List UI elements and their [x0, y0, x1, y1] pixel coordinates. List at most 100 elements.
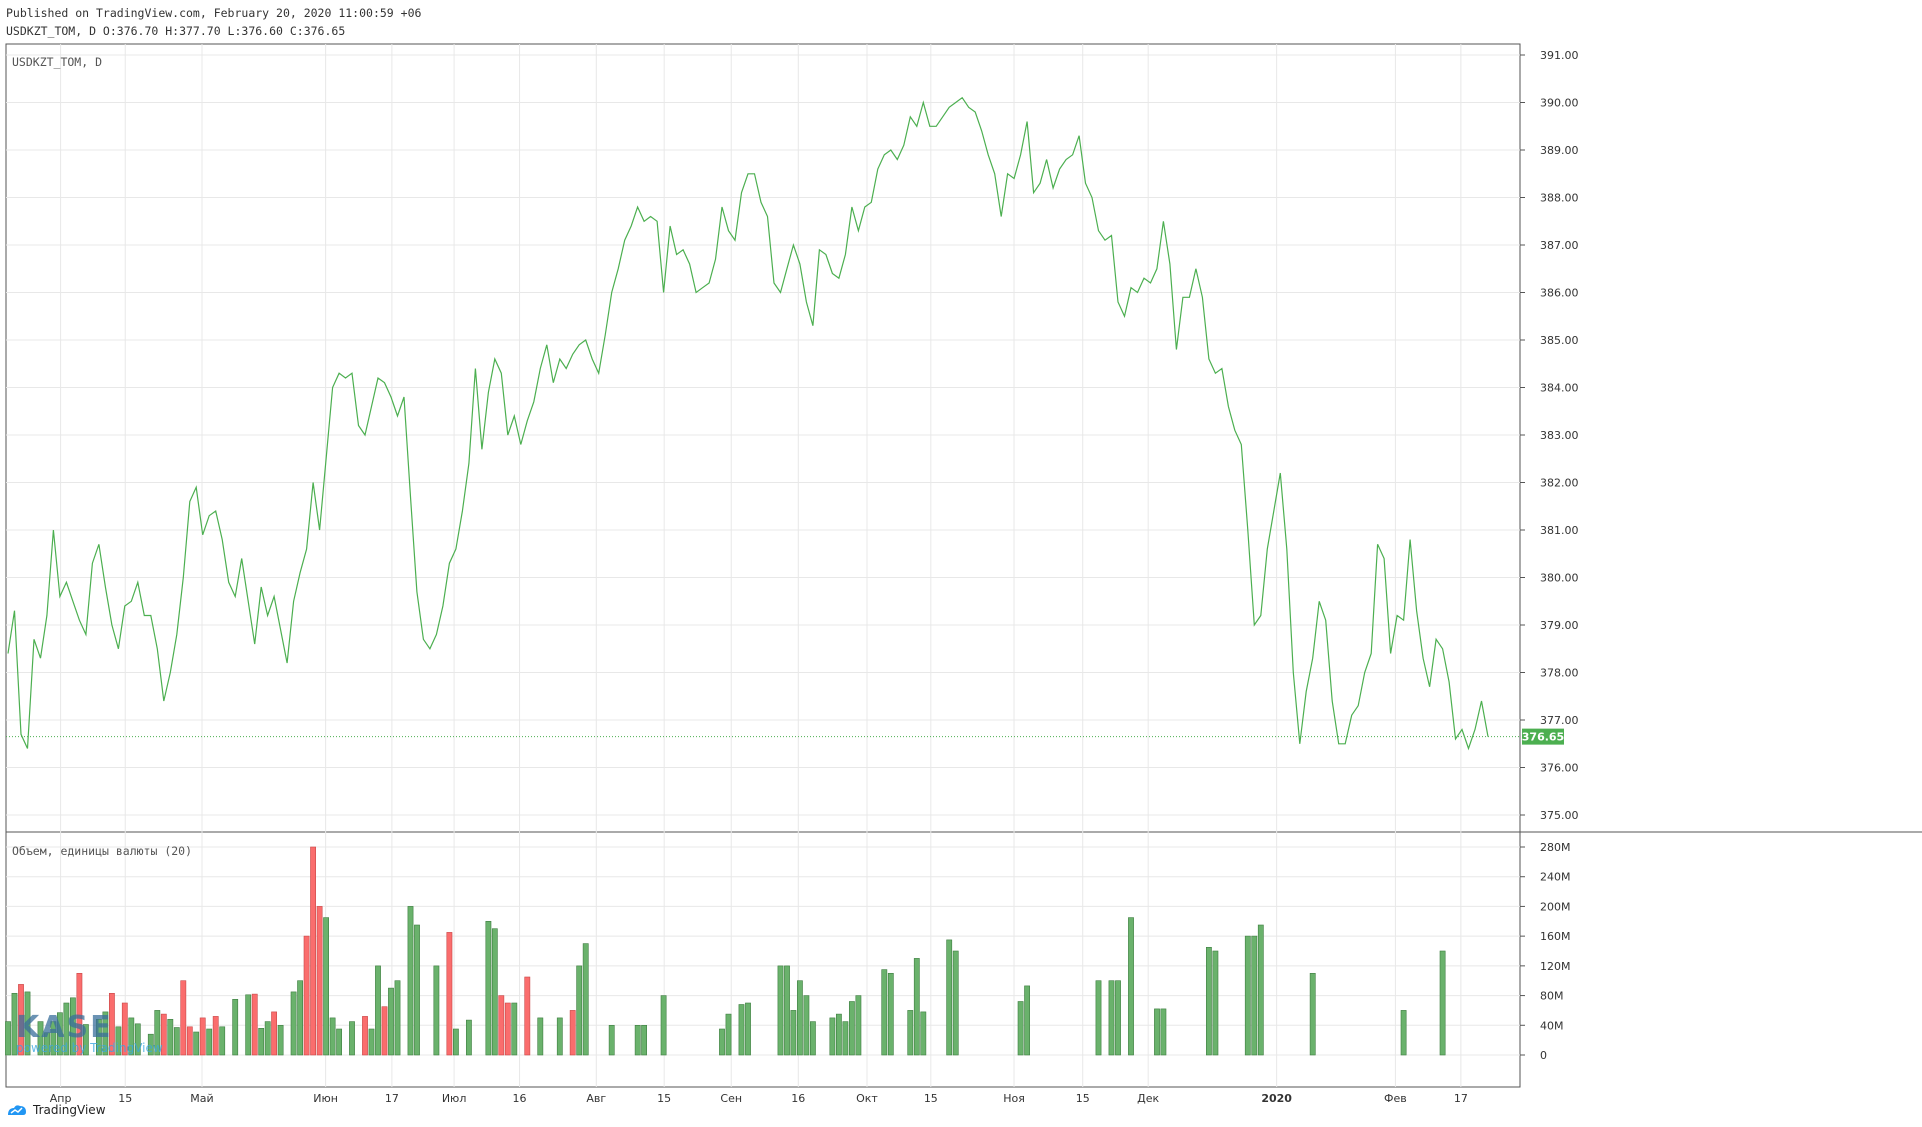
volume-bar-up [777, 965, 784, 1056]
volume-pane-label: Объем, единицы валюты (20) [12, 844, 193, 858]
volume-bar-up [641, 1025, 647, 1056]
volume-bar-up [388, 987, 394, 1056]
volume-bar-down [446, 932, 453, 1056]
volume-bar-down [180, 980, 187, 1056]
volume-bar-up [913, 958, 920, 1056]
volume-bar-up [245, 994, 252, 1056]
price-tick-label: 391.00 [1540, 49, 1579, 62]
volume-bar-up [1244, 935, 1251, 1056]
price-tick-label: 383.00 [1540, 429, 1579, 442]
volume-bar-up [1128, 917, 1134, 1056]
volume-tick-label: 0 [1540, 1049, 1547, 1062]
time-tick-label: 2020 [1261, 1092, 1292, 1105]
volume-tick-label: 240M [1540, 871, 1571, 884]
price-tick-label: 385.00 [1540, 334, 1579, 347]
volume-bar-up [1206, 946, 1212, 1056]
volume-bar-up [5, 1021, 11, 1056]
volume-bar-up [738, 1004, 745, 1056]
watermark-subtitle: powered by TradingView [16, 1041, 163, 1055]
volume-bar-up [128, 1017, 135, 1056]
time-tick-label: 17 [385, 1092, 399, 1105]
time-tick-label: 15 [118, 1092, 132, 1105]
volume-bar-up [1095, 980, 1102, 1056]
volume-bar-up [796, 980, 803, 1056]
volume-bar-down [76, 972, 83, 1056]
volume-bar-up [297, 980, 303, 1056]
ohlc-info: USDKZT_TOM, D O:376.70 H:377.70 L:376.60… [6, 24, 346, 38]
price-tick-label: 390.00 [1540, 97, 1579, 110]
volume-bar-up [907, 1010, 914, 1056]
volume-bar-up [848, 1001, 855, 1056]
volume-bar-up [608, 1025, 615, 1056]
volume-bar-up [803, 995, 810, 1056]
volume-bar-up [63, 1002, 70, 1056]
volume-bar-up [167, 1018, 174, 1056]
kase-watermark: KASE powered by TradingView [16, 1010, 163, 1055]
price-tick-label: 382.00 [1540, 477, 1579, 490]
volume-bar-up [1017, 1001, 1024, 1056]
price-tick-label: 384.00 [1540, 382, 1579, 395]
volume-bar-up [193, 1031, 200, 1056]
volume-bar-down [186, 1026, 193, 1056]
volume-bar-down [362, 1016, 368, 1056]
tradingview-footer[interactable]: TradingView [6, 1103, 106, 1117]
volume-bar-up [1108, 980, 1115, 1056]
volume-bar-up [290, 991, 297, 1056]
volume-bar-up [206, 1028, 213, 1056]
volume-bar-up [375, 965, 381, 1056]
chart-frame [5, 43, 1521, 1088]
volume-bar-up [809, 1021, 816, 1056]
volume-bar-up [1400, 1010, 1407, 1056]
volume-bar-up [784, 965, 790, 1056]
volume-bar-down [199, 1017, 206, 1056]
volume-bar-up [154, 1010, 161, 1056]
time-tick-label: 15 [657, 1092, 671, 1105]
volume-bar-up [414, 924, 420, 1056]
price-line-series [7, 96, 1489, 751]
price-pane-label: USDKZT_TOM, D [12, 55, 103, 69]
volume-bar-up [1154, 1008, 1160, 1056]
volume-bar-up [1439, 950, 1446, 1056]
volume-bar-up [115, 1026, 122, 1056]
volume-bar-down [504, 1002, 511, 1056]
volume-bar-up [465, 1019, 472, 1056]
price-tick-label: 376.00 [1540, 762, 1579, 775]
tradingview-logo-icon [8, 1105, 26, 1115]
volume-tick-label: 40M [1540, 1019, 1564, 1032]
volume-bar-up [433, 965, 440, 1056]
time-tick-label: Дек [1137, 1092, 1159, 1105]
time-tick-label: Июн [313, 1092, 338, 1105]
last-price-label: 376.65 [1522, 731, 1564, 744]
volume-bar-up [70, 997, 76, 1056]
volume-bar-up [556, 1017, 563, 1056]
volume-bar-up [920, 1011, 927, 1056]
volume-bar-up [258, 1028, 265, 1056]
price-tick-label: 389.00 [1540, 144, 1579, 157]
volume-bar-down [310, 846, 316, 1056]
volume-bar-up [1257, 924, 1264, 1056]
volume-bar-up [24, 991, 31, 1056]
price-tick-label: 378.00 [1540, 667, 1579, 680]
volume-bar-up [323, 917, 329, 1056]
volume-bar-up [102, 1011, 109, 1056]
volume-bar-up [134, 1023, 141, 1056]
volume-bar-up [232, 998, 239, 1056]
volume-bar-down [498, 995, 505, 1056]
published-info: Published on TradingView.com, February 2… [6, 6, 422, 20]
time-tick-label: 17 [1454, 1092, 1468, 1105]
volume-bar-down [160, 1013, 167, 1056]
time-tick-label: 15 [1076, 1092, 1090, 1105]
time-tick-label: Фев [1384, 1092, 1407, 1105]
volume-bar-up [1024, 985, 1030, 1056]
volume-tick-label: 160M [1540, 930, 1571, 943]
volume-bar-up [1251, 935, 1258, 1056]
volume-bar-up [83, 1024, 89, 1056]
volume-bar-up [829, 1017, 836, 1056]
volume-bar-up [277, 1025, 284, 1056]
volume-bar-up [173, 1027, 180, 1056]
volume-bar-down [569, 1010, 576, 1056]
tradingview-brand: TradingView [33, 1103, 106, 1117]
volume-bar-up [96, 1018, 102, 1056]
volume-bar-up [349, 1021, 355, 1056]
